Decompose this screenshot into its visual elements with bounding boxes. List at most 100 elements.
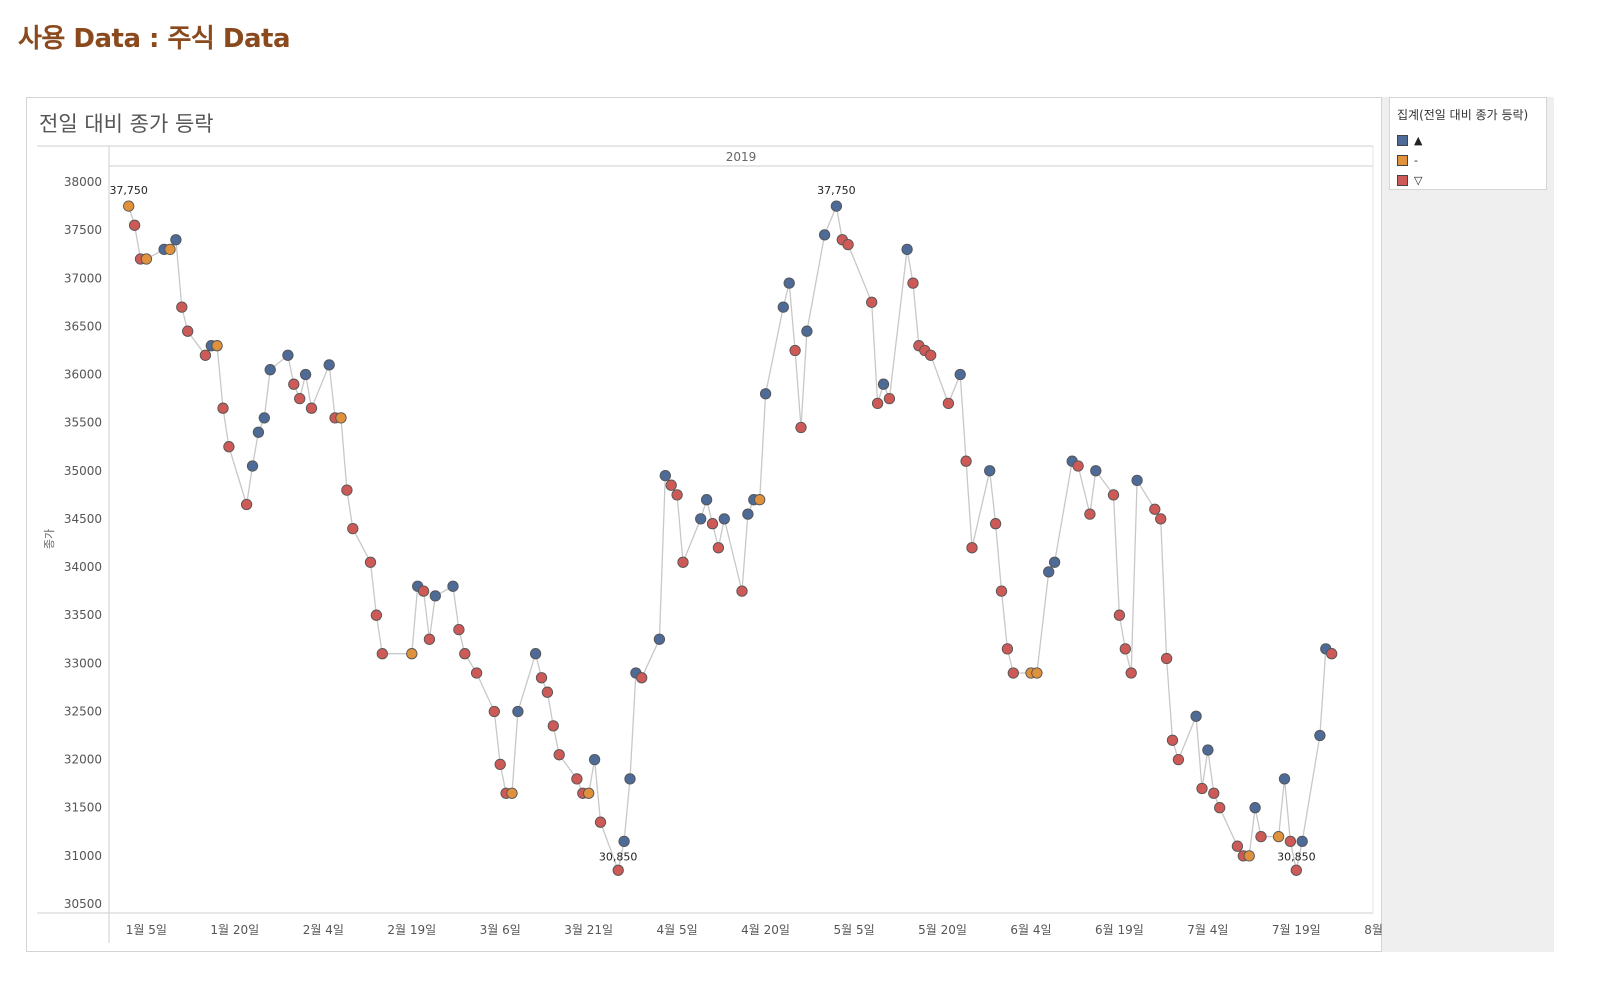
data-point-down [182, 325, 194, 337]
data-point-flat [211, 340, 223, 352]
data-point-flat [1031, 667, 1043, 679]
data-point-down [966, 542, 978, 554]
legend-item-up[interactable]: ▲ [1397, 132, 1422, 148]
data-point-up [529, 648, 542, 660]
legend[interactable]: 집계(전일 대비 종가 등락) ▲ - ▽ [1389, 97, 1547, 190]
data-point-down [459, 648, 471, 660]
y-tick-label: 36000 [64, 368, 102, 382]
x-tick-label: 6월 19일 [1095, 923, 1144, 937]
y-tick-label: 38000 [64, 175, 102, 189]
data-point-down [1119, 643, 1131, 655]
data-point-up [624, 773, 636, 785]
data-point-up [1278, 773, 1291, 785]
data-point-flat [583, 787, 595, 799]
legend-item-down[interactable]: ▽ [1397, 172, 1422, 188]
data-point-down [989, 518, 1002, 530]
year-header: 2019 [726, 150, 757, 164]
data-point-down [176, 301, 188, 313]
data-point-down [942, 397, 955, 410]
x-tick-label: 1월 20일 [210, 923, 259, 937]
y-tick-label: 32500 [64, 704, 102, 718]
data-point-up [653, 633, 666, 645]
data-point-flat [406, 648, 418, 660]
data-point-down [370, 609, 383, 621]
y-tick-label: 31000 [64, 849, 102, 863]
annotation-label: 37,750 [817, 184, 856, 197]
x-tick-label: 4월 5일 [657, 923, 698, 937]
data-point-down [789, 344, 801, 357]
data-point-down [1214, 802, 1226, 814]
data-point-down [217, 402, 229, 414]
data-point-up [252, 426, 265, 438]
x-tick-label: 7월 4일 [1187, 923, 1228, 937]
data-point-down [636, 672, 648, 684]
data-point-up [588, 753, 601, 766]
data-point-down [1284, 835, 1297, 848]
data-point-down [995, 585, 1008, 597]
y-tick-label: 35500 [64, 416, 102, 430]
data-point-up [258, 412, 270, 424]
price-series [128, 203, 1333, 873]
data-point-up [818, 229, 831, 241]
y-tick-label: 31500 [64, 801, 102, 815]
legend-label-up: ▲ [1414, 133, 1423, 147]
data-point-flat [123, 200, 135, 212]
chart-title: 전일 대비 종가 등락 [39, 112, 214, 136]
annotation-label: 30,850 [1277, 850, 1316, 863]
data-point-up [877, 378, 890, 390]
chart-frame: 2019 종가 [37, 145, 1374, 943]
data-point-down [453, 623, 465, 636]
x-tick-label: 5월 5일 [833, 923, 874, 937]
data-point-up [954, 368, 966, 381]
data-point-down [1007, 667, 1019, 679]
data-point-up [1249, 802, 1261, 814]
legend-item-flat[interactable]: - [1397, 152, 1418, 168]
data-point-down [240, 498, 253, 511]
data-point-down [417, 585, 430, 597]
data-point-down [1196, 782, 1208, 795]
data-point-down [871, 397, 884, 410]
data-point-down [1155, 513, 1167, 525]
line-chart[interactable]: 2019 종가 30500 31000 31500 32000 32500 33000 33… [27, 98, 1383, 953]
data-point-down [925, 349, 937, 361]
data-point-down [199, 349, 212, 361]
y-tick-label: 30500 [64, 897, 102, 911]
data-point-down [1072, 460, 1084, 472]
series-line [128, 203, 1333, 873]
data-point-down [1149, 503, 1161, 515]
data-point-down [665, 479, 677, 491]
data-point-up [429, 590, 441, 602]
data-point-down [553, 749, 565, 761]
page-heading: 사용 Data : 주식 Data [18, 24, 291, 54]
data-point-down [736, 585, 748, 597]
data-point-up [901, 243, 913, 256]
data-point-down [1208, 787, 1220, 799]
data-point-down [712, 542, 725, 554]
data-point-flat [506, 787, 518, 799]
data-point-up [759, 388, 772, 400]
legend-label-flat: - [1414, 153, 1418, 167]
data-point-down [347, 522, 359, 535]
data-point-down [294, 392, 306, 405]
data-point-up [1296, 835, 1308, 848]
data-point-up [801, 325, 813, 337]
data-point-down [494, 758, 506, 771]
data-point-down [883, 392, 896, 405]
data-point-down [1326, 648, 1338, 660]
data-point-down [960, 455, 972, 467]
data-point-down [128, 219, 141, 231]
y-tick-label: 34000 [64, 560, 102, 574]
y-tick-label: 36500 [64, 319, 102, 333]
data-point-down [488, 705, 500, 718]
data-point-up [264, 364, 276, 376]
data-point-up [1314, 729, 1326, 742]
data-point-flat [140, 253, 153, 265]
y-ticks: 30500 31000 31500 32000 32500 33000 33500 34000… [64, 175, 102, 911]
data-point-up [170, 234, 182, 246]
data-point-flat [164, 243, 176, 256]
data-point-down [541, 686, 554, 698]
x-ticks: 1월 5일 1월 20일 2월 4일 2월 19일 3월 6일 3월 21일 4월 5일 4월… [126, 923, 1383, 937]
data-point-down [706, 518, 719, 530]
y-tick-label: 37500 [64, 223, 102, 237]
data-point-down [470, 667, 483, 679]
